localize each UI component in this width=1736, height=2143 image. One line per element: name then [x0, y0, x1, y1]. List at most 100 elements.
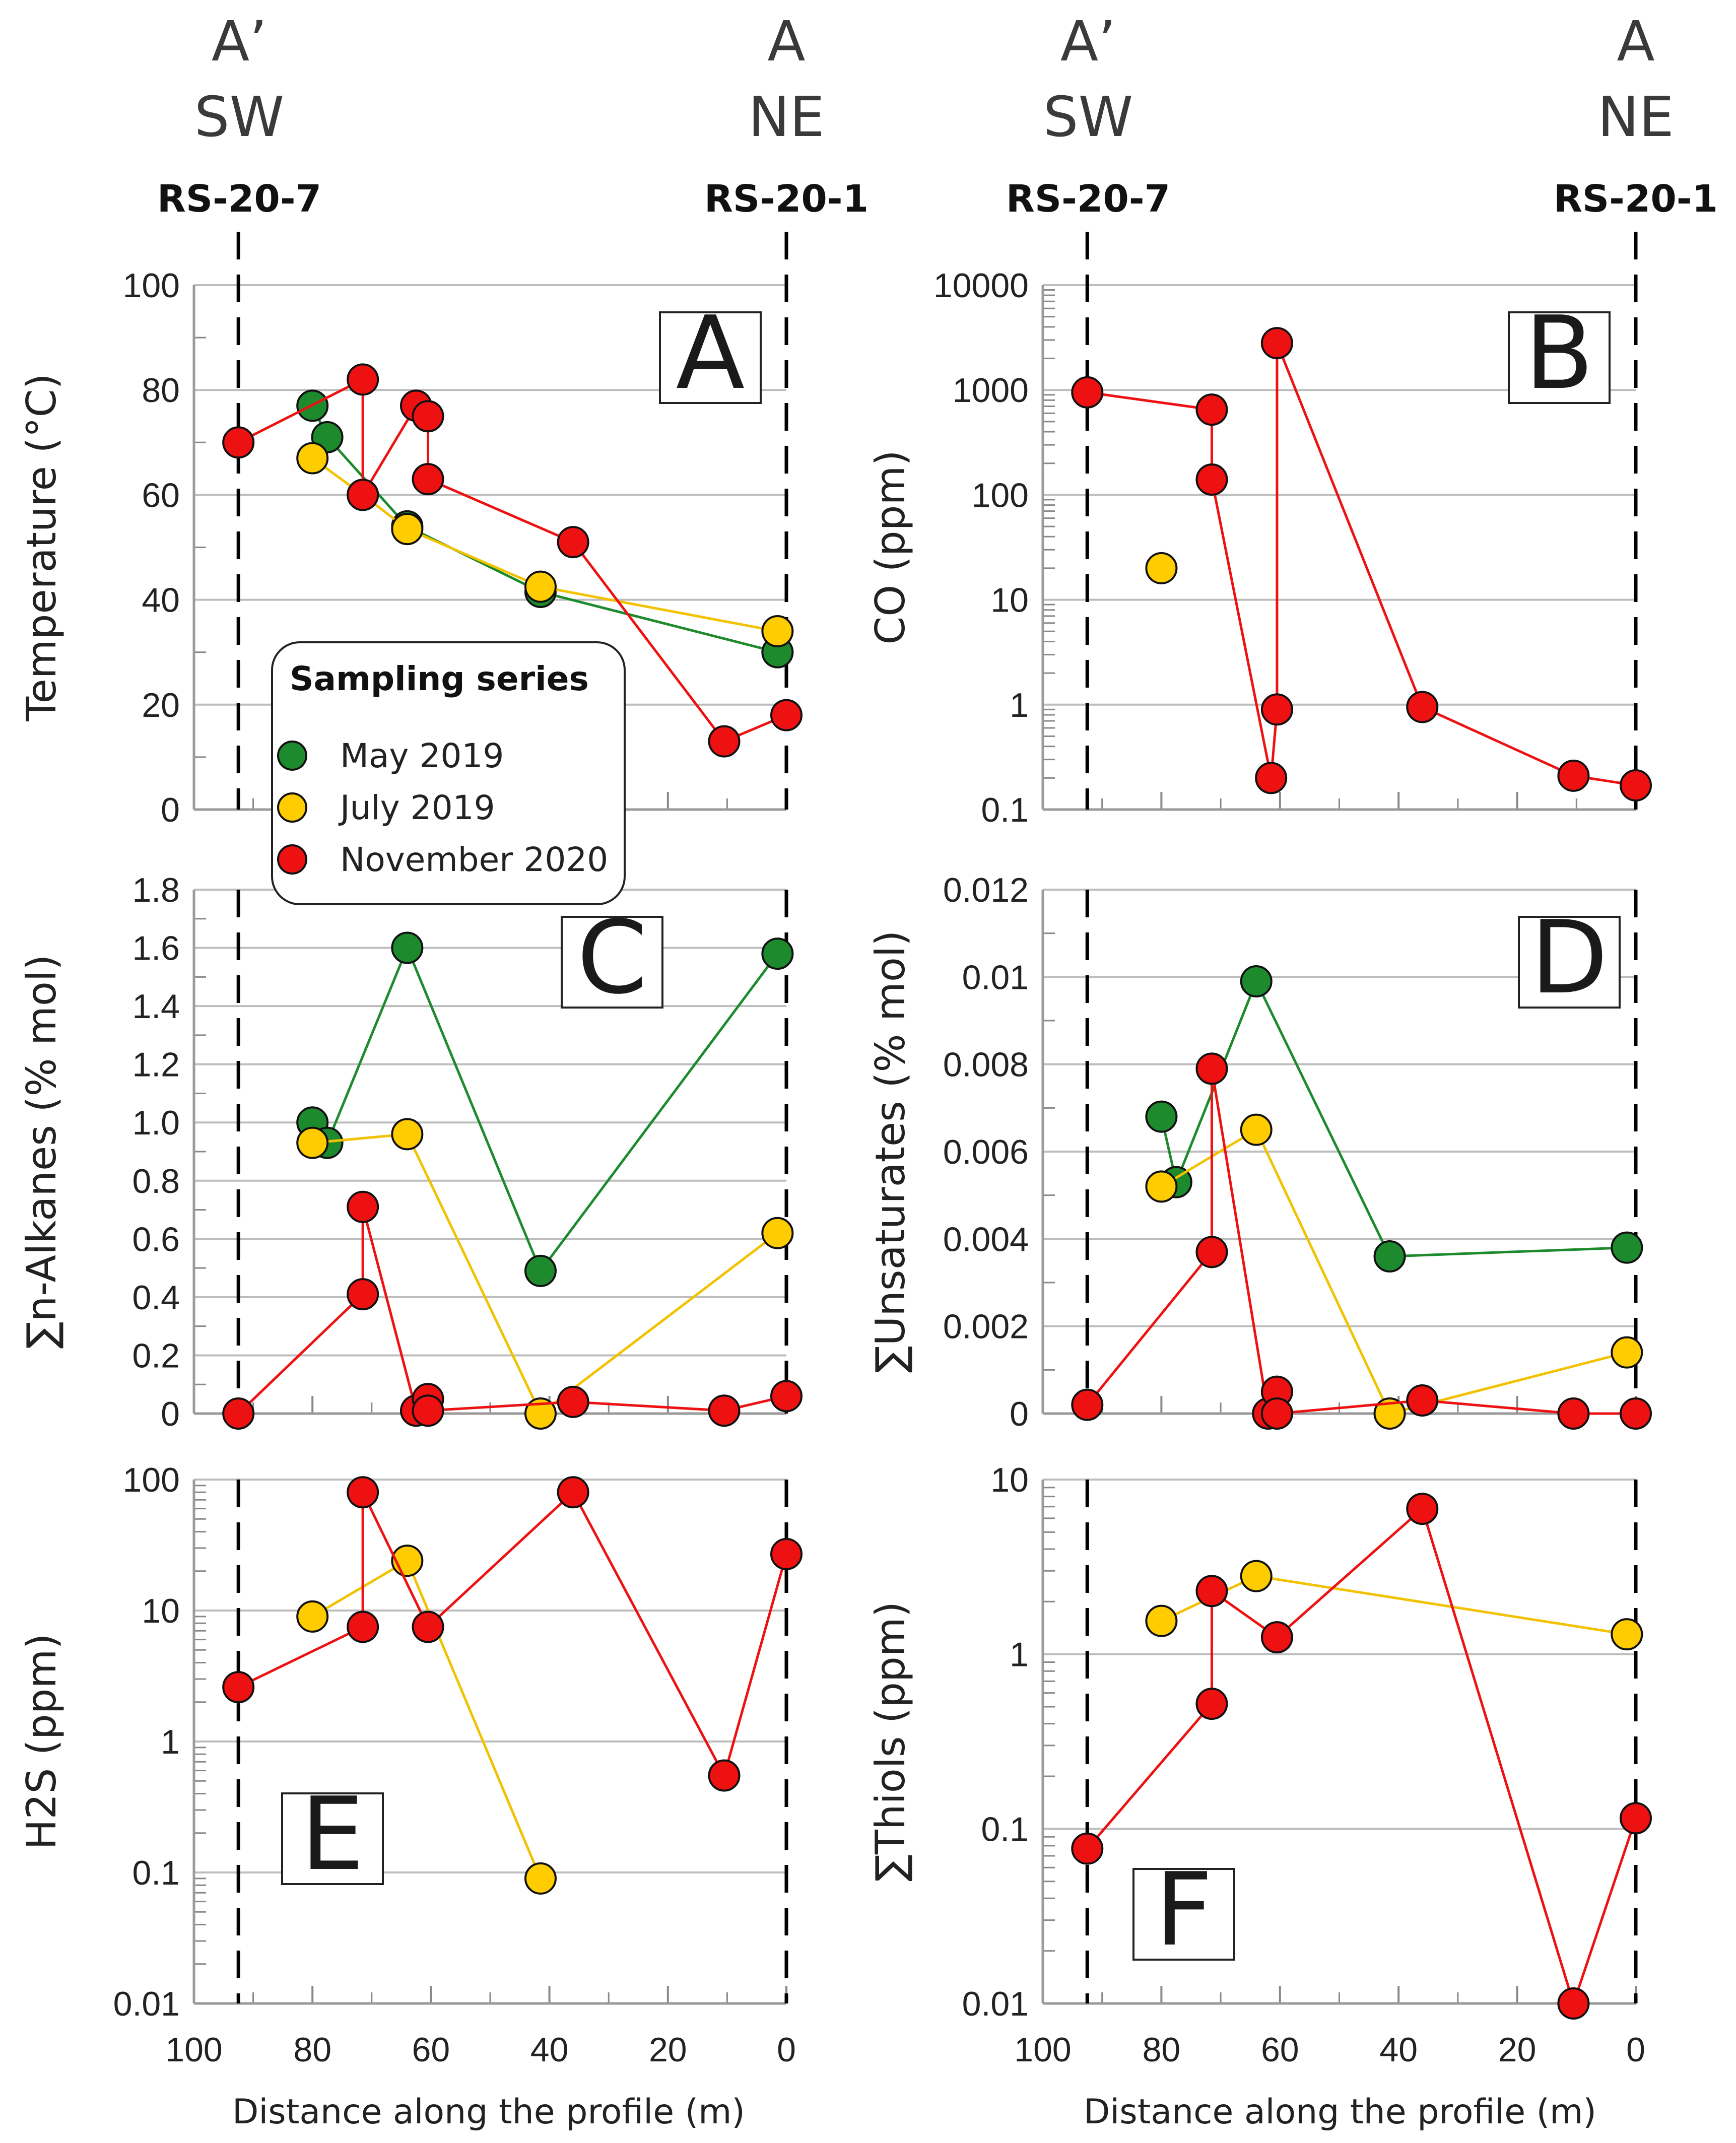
data-point	[222, 1671, 255, 1704]
panel-e: 0.01 0.1 1 10 100 100 80 60 40 20 0 H2S (ppm) E	[18, 1461, 803, 2069]
legend-label-november-2020: November 2020	[340, 840, 608, 879]
series-july-2019	[296, 1118, 794, 1430]
data-point	[1240, 1113, 1273, 1146]
data-point	[1406, 1384, 1439, 1417]
data-point	[770, 1537, 803, 1570]
y-tick-label: 1.8	[132, 871, 180, 909]
y-tick-label: 1	[161, 1723, 180, 1761]
series-july-2019	[1145, 552, 1178, 584]
right-header-direction: NE	[748, 85, 825, 149]
y-tick-label: 10	[990, 1461, 1029, 1499]
series-november-2020	[1071, 1493, 1652, 2020]
x-tick-label: 80	[1143, 2031, 1181, 2069]
left-header-direction: SW	[194, 85, 285, 149]
data-point	[770, 699, 803, 731]
data-point	[1620, 1802, 1652, 1835]
data-point	[1373, 1240, 1406, 1273]
data-point	[296, 1600, 329, 1633]
data-point	[347, 1611, 379, 1643]
y-tick-label: 40	[142, 581, 180, 620]
y-tick-label: 10	[990, 581, 1029, 620]
panel-letter-box	[1508, 311, 1611, 404]
y-tick-label: 0.006	[943, 1133, 1029, 1171]
left-header-direction-2: SW	[1043, 85, 1133, 149]
x-tick-label: 100	[165, 2031, 222, 2069]
data-point	[1611, 1336, 1643, 1369]
data-point	[761, 1217, 794, 1249]
data-point	[1240, 965, 1273, 997]
data-point	[412, 1394, 444, 1427]
y-tick-label: 100	[123, 266, 180, 305]
x-tick-label: 60	[412, 2031, 450, 2069]
data-point	[347, 479, 379, 511]
left-header-letter-2: A’	[1060, 9, 1116, 74]
panel-letter: A	[676, 295, 745, 412]
y-tick-label: 1000	[953, 371, 1029, 410]
data-point	[1620, 769, 1652, 802]
y-tick-label: 1	[1010, 686, 1029, 724]
data-point	[412, 400, 444, 433]
x-tick-label: 20	[649, 2031, 687, 2069]
y-tick-label: 1	[1010, 1636, 1029, 1674]
y-tick-label: 60	[142, 476, 180, 514]
data-point	[1195, 1688, 1228, 1720]
profile-headers: A’ SW RS-20-7 A NE RS-20-1 A’ SW RS-20-7…	[157, 9, 1718, 221]
y-tick-label: 0.6	[132, 1220, 180, 1258]
panel-letter: F	[1155, 1851, 1213, 1969]
x-tick-label: 40	[530, 2031, 569, 2069]
data-point	[557, 1385, 589, 1418]
series-line	[238, 1490, 788, 1779]
data-point	[1611, 1618, 1643, 1651]
series-may-2019	[1145, 965, 1643, 1273]
y-tick-label: 0.2	[132, 1336, 180, 1375]
data-point	[222, 426, 255, 459]
y-tick-label: 0.01	[962, 958, 1029, 996]
x-tick-label: 80	[293, 2031, 331, 2069]
x-tick-label: 20	[1498, 2031, 1537, 2069]
y-tick-label: 0.002	[943, 1308, 1029, 1346]
data-point	[1373, 1397, 1406, 1430]
y-tick-label: 0.1	[981, 1810, 1029, 1848]
data-point	[770, 1380, 803, 1413]
series-line	[1161, 1128, 1627, 1415]
data-point	[1260, 1397, 1293, 1430]
panel-letter: C	[577, 899, 647, 1017]
data-point	[1260, 1621, 1293, 1654]
y-tick-label: 0	[161, 791, 180, 829]
data-point	[557, 526, 589, 559]
y-axis-title: ∑Unsaturates (% mol)	[867, 930, 914, 1373]
y-tick-label: 100	[123, 1461, 180, 1499]
y-tick-label: 0.01	[113, 1985, 180, 2023]
right-header-letter-2: A	[1617, 9, 1654, 74]
panel-b: 0.1 1 10 100 1000 10000 CO (ppm) B	[867, 232, 1652, 829]
panel-c: 0 0.2 0.4 0.6 0.8 1.0 1.2 1.4 1.6 1.8 ∑n-Alkanes (…	[18, 871, 803, 1433]
data-point	[1240, 1560, 1273, 1592]
x-axis-titles: Distance along the profile (m) Distance …	[232, 2092, 1596, 2132]
data-point	[1071, 376, 1104, 409]
y-tick-label: 0.012	[943, 871, 1029, 909]
left-header-well-2: RS-20-7	[1006, 177, 1170, 221]
data-point	[347, 363, 379, 396]
series-november-2020	[1071, 1052, 1652, 1430]
legend-marker-november-2020	[277, 844, 307, 875]
y-tick-label: 1.4	[132, 987, 180, 1026]
legend-marker-july-2019	[277, 792, 307, 823]
panel-letter: E	[301, 1776, 364, 1893]
x-tick-label: 0	[777, 2031, 796, 2069]
data-point	[222, 1397, 255, 1430]
data-point	[1406, 691, 1439, 723]
series-line	[311, 944, 779, 1274]
data-point	[1145, 552, 1178, 584]
data-point	[1557, 759, 1590, 792]
data-point	[1620, 1397, 1652, 1430]
y-tick-label: 0.004	[943, 1220, 1029, 1258]
left-header-letter: A’	[212, 9, 267, 74]
y-tick-label: 100	[972, 476, 1029, 514]
panel-letter-box	[561, 916, 663, 1009]
right-header-direction-2: NE	[1597, 85, 1674, 149]
x-tick-label: 0	[1626, 2031, 1645, 2069]
y-tick-label: 0.1	[981, 791, 1029, 829]
data-point	[1145, 1604, 1178, 1637]
data-point	[296, 1126, 329, 1159]
